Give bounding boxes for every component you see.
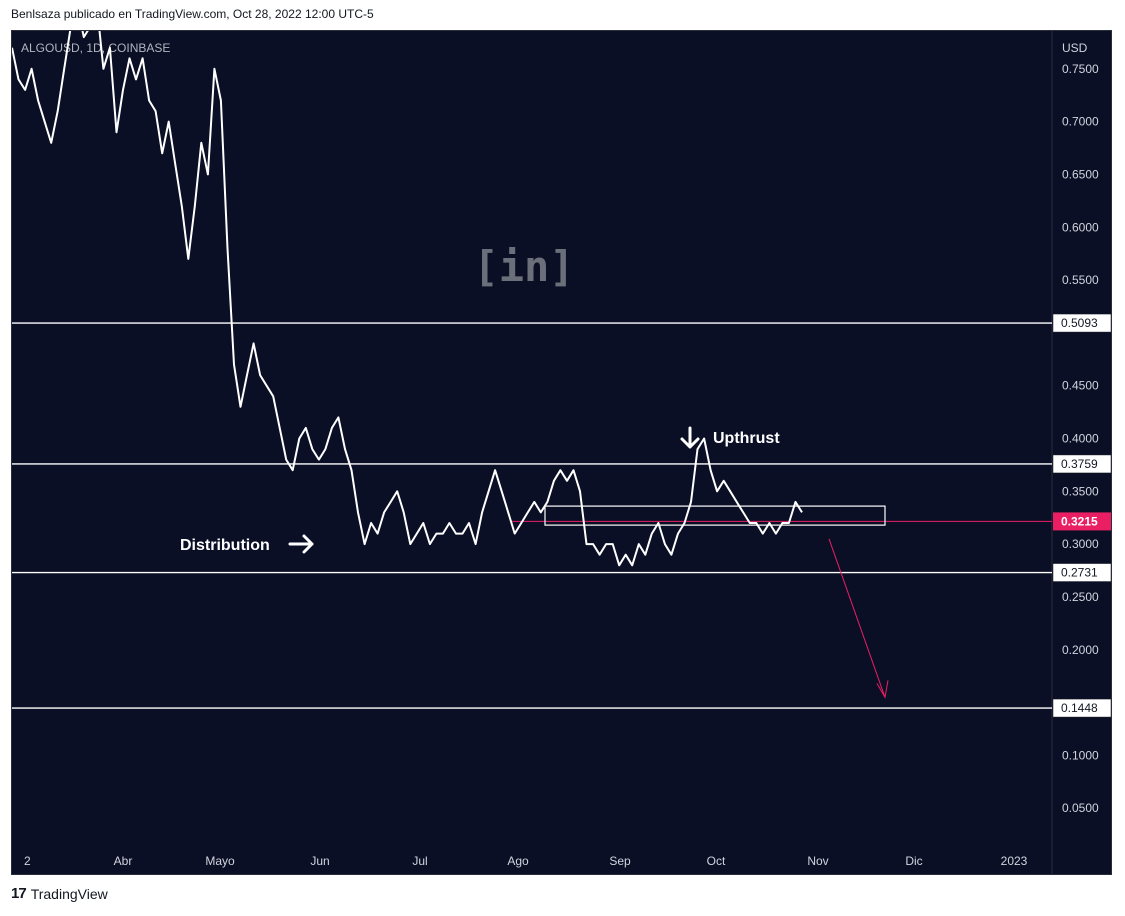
y-tick-label: 0.6000 [1062, 220, 1099, 234]
price-level-tag [1052, 313, 1111, 333]
y-tick-label: 0.0500 [1062, 801, 1099, 815]
x-tick-label: Jul [412, 854, 427, 868]
chart-frame[interactable]: 0.7500 0.7000 0.6500 0.6000 0.5500 0.4500 0.40… [11, 30, 1112, 875]
x-tick-label: Nov [807, 854, 828, 868]
currency-label: USD [1062, 41, 1088, 55]
right-arrow-icon [288, 534, 314, 554]
y-tick-label: 0.3500 [1062, 484, 1099, 498]
x-tick-label: Dic [905, 854, 922, 868]
footer-brand-text: TradingView [30, 885, 108, 902]
x-tick-label: 2023 [1001, 854, 1028, 868]
y-tick-label: 0.5500 [1062, 273, 1099, 287]
chart-canvas[interactable]: 0.7500 0.7000 0.6500 0.6000 0.5500 0.4500 0.40… [12, 31, 1112, 875]
x-tick-label: Abr [114, 854, 133, 868]
y-tick-label: 0.4500 [1062, 379, 1099, 393]
current-price-tag [1053, 512, 1111, 531]
tradingview-logo-icon: 17 [11, 885, 27, 902]
price-level-tag [1052, 698, 1111, 718]
x-tick-label: Sep [609, 854, 631, 868]
x-tick-label: 2 [24, 854, 31, 868]
price-level-label: 0.2731 [1061, 566, 1098, 580]
x-tick-label: Ago [507, 854, 529, 868]
y-tick-label: 0.1000 [1062, 748, 1099, 762]
y-tick-label: 0.4000 [1062, 432, 1099, 446]
y-tick-label: 0.2500 [1062, 590, 1099, 604]
projection-arrowhead [876, 680, 889, 699]
down-arrow-icon [680, 426, 700, 449]
y-tick-label: 0.7000 [1062, 115, 1099, 129]
y-tick-label: 0.6500 [1062, 167, 1099, 181]
current-price-label: 0.3215 [1061, 514, 1098, 528]
price-level-tag [1052, 563, 1111, 582]
price-series-line [12, 31, 803, 567]
upthrust-annotation: Upthrust [713, 430, 780, 447]
brand-watermark: [in] [473, 242, 574, 291]
projection-arrow-line [828, 538, 886, 698]
x-tick-label: Jun [310, 854, 329, 868]
price-level-label: 0.5093 [1061, 316, 1098, 330]
x-tick-label: Oct [707, 854, 726, 868]
y-tick-label: 0.7500 [1062, 62, 1099, 76]
symbol-label: ALGOUSD, 1D, COINBASE [21, 41, 170, 55]
header-caption: Benlsaza publicado en TradingView.com, O… [11, 7, 374, 21]
y-tick-label: 0.2000 [1062, 643, 1099, 657]
x-tick-label: Mayo [205, 854, 235, 868]
price-level-label: 0.1448 [1061, 701, 1098, 715]
price-level-label: 0.3759 [1061, 457, 1098, 471]
range-box [544, 505, 886, 526]
price-level-tag [1052, 454, 1111, 474]
distribution-annotation: Distribution [180, 537, 270, 554]
footer-brand[interactable]: 17 TradingView [11, 885, 108, 902]
y-tick-label: 0.3000 [1062, 537, 1099, 551]
